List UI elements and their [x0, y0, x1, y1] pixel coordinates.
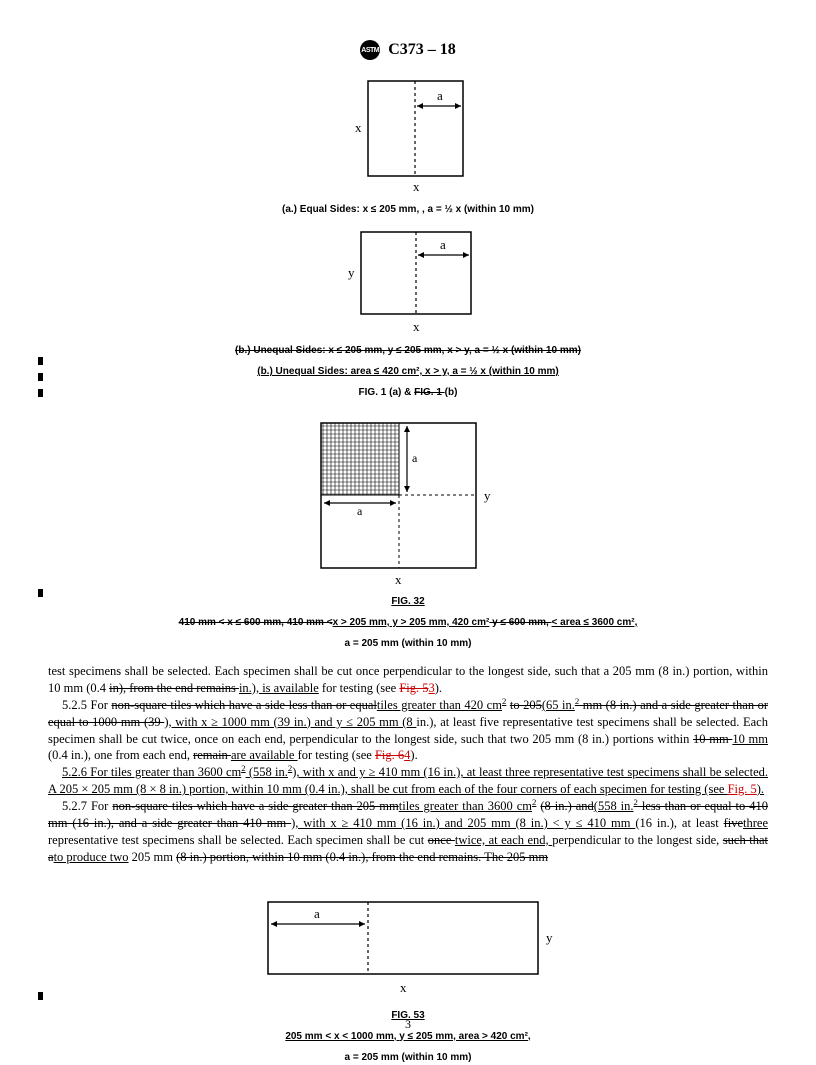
figure-53-svg: a y x	[248, 892, 568, 1002]
svg-text:x: x	[400, 980, 407, 995]
figure-53: a y x FIG. 53 205 mm < x < 1000 mm, y ≤ …	[48, 892, 768, 1065]
figure-1a: a x x (a.) Equal Sides: x ≤ 205 mm, , a …	[48, 76, 768, 217]
figure-1b-svg: a y x	[336, 227, 481, 337]
paragraph-5-2-5: 5.2.5 For non-square tiles which have a …	[48, 697, 768, 765]
figure-32-svg: a a y x	[303, 418, 513, 588]
svg-text:x: x	[395, 572, 402, 587]
figure-32-caption-line2: a = 205 mm (within 10 mm)	[48, 636, 768, 651]
astm-logo-icon: ASTM	[360, 40, 380, 60]
fig-ref-link[interactable]: Fig. 64	[375, 748, 410, 762]
figure-1b-caption-new: (b.) Unequal Sides: area ≤ 420 cm², x > …	[48, 364, 768, 379]
figure-32-caption-line1: 410 mm < x ≤ 600 mm, 410 mm <x > 205 mm,…	[48, 615, 768, 630]
figure-1b-caption-old: (b.) Unequal Sides: x ≤ 205 mm, y ≤ 205 …	[48, 343, 768, 358]
standard-number: C373 – 18	[388, 41, 456, 59]
figure-53-caption-line2: a = 205 mm (within 10 mm)	[48, 1050, 768, 1065]
change-bar	[38, 992, 43, 1000]
svg-text:x: x	[413, 179, 420, 194]
paragraph-5-2-6: 5.2.6 For tiles greater than 3600 cm2 (5…	[48, 764, 768, 798]
page-number: 3	[0, 1017, 816, 1032]
figure-32: a a y x FIG. 32 410 mm < x ≤ 600 mm, 410…	[48, 418, 768, 651]
body-text: test specimens shall be selected. Each s…	[48, 663, 768, 866]
figure-1-title: FIG. 1 (a) & FIG. 1 (b)	[48, 385, 768, 400]
svg-text:x: x	[355, 120, 362, 135]
change-bar	[38, 589, 43, 597]
svg-text:a: a	[314, 906, 320, 921]
paragraph-continuation: test specimens shall be selected. Each s…	[48, 663, 768, 697]
svg-text:a: a	[440, 237, 446, 252]
svg-text:y: y	[348, 265, 355, 280]
change-bar	[38, 373, 43, 381]
svg-text:y: y	[546, 930, 553, 945]
change-bar	[38, 389, 43, 397]
standard-header: ASTM C373 – 18	[48, 40, 768, 60]
paragraph-5-2-7: 5.2.7 For non-square tiles which have a …	[48, 798, 768, 866]
svg-text:y: y	[484, 488, 491, 503]
figure-1a-svg: a x x	[343, 76, 473, 196]
fig-ref-link[interactable]: Fig. 53	[399, 681, 434, 695]
figure-32-title: FIG. 32	[48, 594, 768, 609]
figure-1b: a y x (b.) Unequal Sides: x ≤ 205 mm, y …	[48, 227, 768, 400]
svg-text:a: a	[437, 88, 443, 103]
svg-text:x: x	[413, 319, 420, 334]
svg-text:a: a	[357, 504, 363, 518]
fig-ref-link[interactable]: Fig. 5	[728, 782, 757, 796]
change-bar	[38, 357, 43, 365]
figure-1a-caption: (a.) Equal Sides: x ≤ 205 mm, , a = ½ x …	[48, 202, 768, 217]
svg-text:a: a	[412, 451, 418, 465]
